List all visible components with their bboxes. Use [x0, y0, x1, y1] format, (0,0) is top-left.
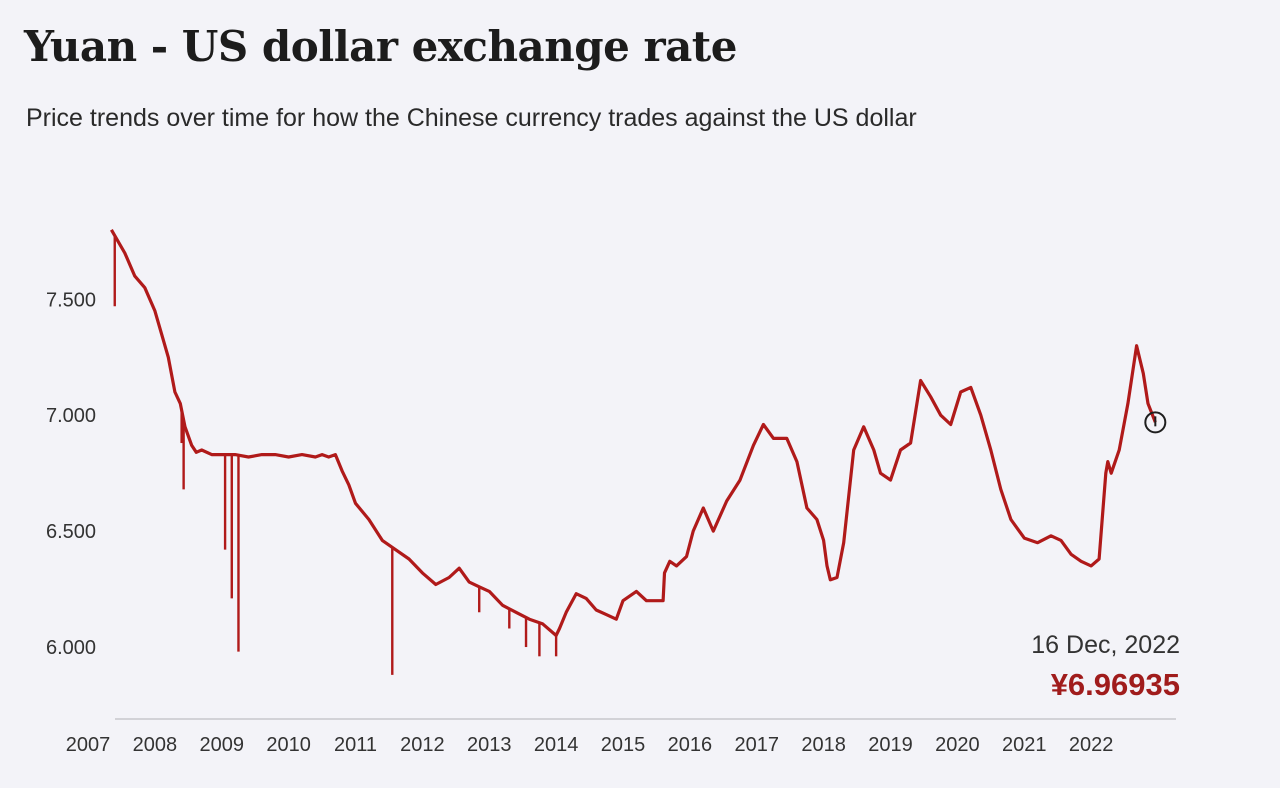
page-title: Yuan - US dollar exchange rate	[24, 22, 737, 71]
y-tick-label: 6.500	[46, 521, 96, 543]
x-tick-label: 2015	[601, 734, 646, 756]
x-axis-ticks: 2007 2008 2009 2010 2011 2012 2013 2014 2015 2016…	[66, 734, 1114, 756]
x-tick-label: 2007	[66, 734, 111, 756]
x-tick-label: 2022	[1069, 734, 1114, 756]
latest-point-marker[interactable]	[1144, 411, 1167, 434]
x-tick-label: 2013	[467, 734, 512, 756]
latest-value-label: ¥6.96935	[1051, 667, 1180, 702]
x-tick-label: 2011	[334, 734, 377, 756]
x-tick-label: 2010	[266, 734, 311, 756]
y-tick-label: 7.500	[46, 289, 96, 311]
spike-lines	[113, 235, 558, 675]
x-tick-label: 2017	[735, 734, 780, 756]
x-tick-label: 2016	[668, 734, 713, 756]
y-axis-ticks: 6.000 6.500 7.000 7.500	[46, 289, 96, 659]
x-tick-label: 2009	[200, 734, 245, 756]
x-tick-label: 2012	[400, 734, 445, 756]
latest-date-label: 16 Dec, 2022	[1031, 631, 1180, 659]
x-tick-label: 2008	[133, 734, 178, 756]
page-subtitle: Price trends over time for how the Chine…	[26, 104, 917, 132]
x-tick-label: 2014	[534, 734, 579, 756]
x-tick-label: 2020	[935, 734, 980, 756]
series-line	[110, 228, 1157, 638]
y-tick-label: 7.000	[46, 405, 96, 427]
x-tick-label: 2021	[1002, 734, 1047, 756]
x-tick-label: 2019	[868, 734, 913, 756]
y-tick-label: 6.000	[46, 637, 96, 659]
x-tick-label: 2018	[801, 734, 846, 756]
